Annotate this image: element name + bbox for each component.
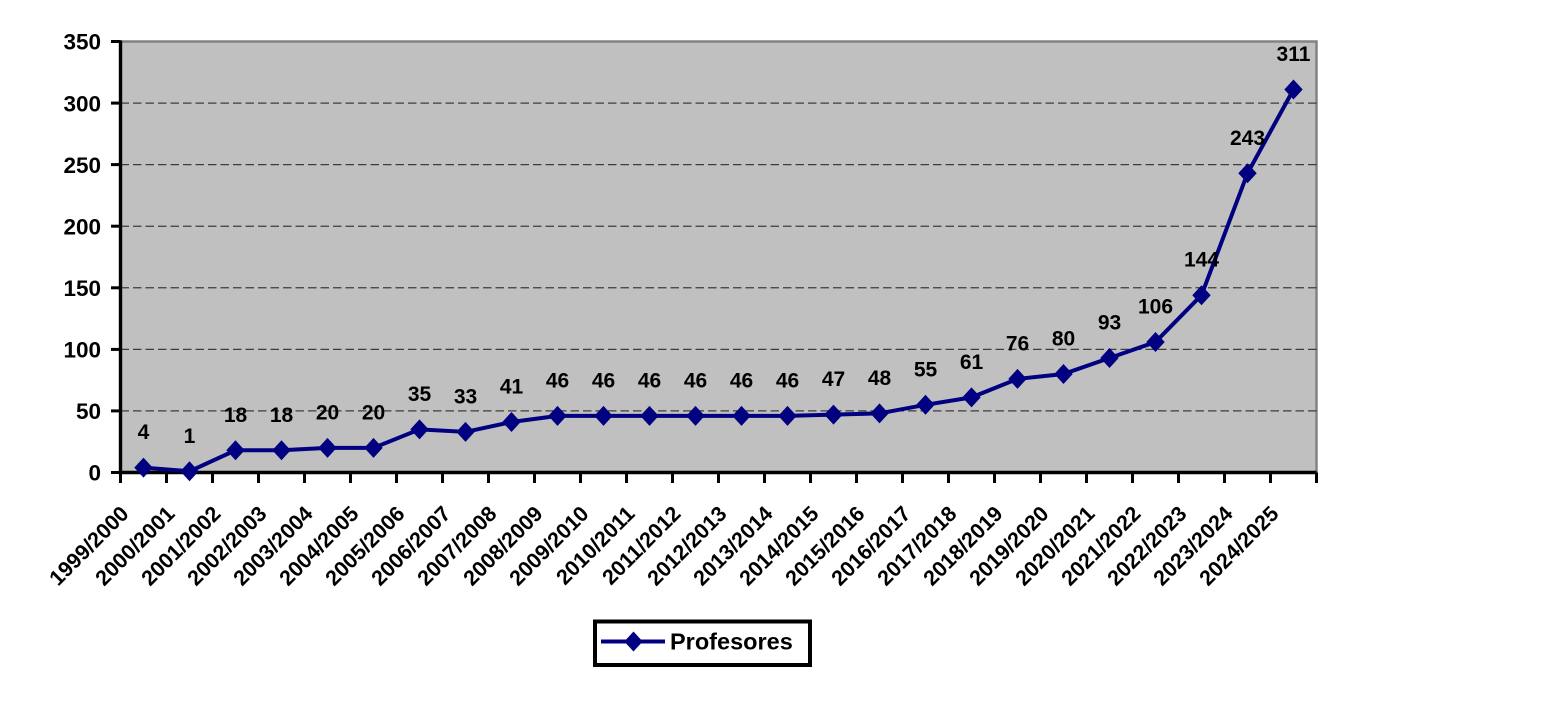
svg-text:48: 48 [868, 367, 892, 390]
svg-text:46: 46 [638, 369, 661, 392]
svg-text:47: 47 [822, 368, 845, 391]
svg-text:18: 18 [270, 404, 294, 427]
svg-text:243: 243 [1230, 127, 1265, 150]
svg-text:50: 50 [76, 399, 101, 424]
svg-text:350: 350 [63, 30, 101, 55]
svg-text:20: 20 [362, 401, 385, 424]
svg-text:46: 46 [776, 369, 799, 392]
svg-text:4: 4 [138, 421, 150, 444]
svg-text:150: 150 [63, 276, 101, 301]
svg-text:46: 46 [592, 369, 615, 392]
svg-text:76: 76 [1006, 332, 1029, 355]
svg-text:55: 55 [914, 358, 938, 381]
svg-text:93: 93 [1098, 312, 1121, 335]
svg-text:46: 46 [684, 369, 707, 392]
svg-text:46: 46 [730, 369, 753, 392]
svg-text:200: 200 [63, 214, 101, 239]
svg-text:35: 35 [408, 383, 432, 406]
svg-text:106: 106 [1138, 296, 1173, 319]
svg-text:Profesores: Profesores [670, 629, 793, 655]
svg-text:144: 144 [1184, 249, 1219, 272]
svg-text:18: 18 [224, 404, 248, 427]
svg-text:0: 0 [88, 461, 101, 486]
svg-text:33: 33 [454, 385, 477, 408]
svg-text:250: 250 [63, 153, 101, 178]
svg-text:311: 311 [1277, 43, 1311, 66]
svg-text:80: 80 [1052, 328, 1075, 351]
svg-text:1: 1 [184, 425, 196, 448]
svg-text:100: 100 [63, 338, 101, 363]
svg-text:61: 61 [960, 351, 984, 374]
svg-text:41: 41 [500, 376, 524, 399]
svg-text:46: 46 [546, 369, 569, 392]
svg-text:20: 20 [316, 401, 339, 424]
svg-text:300: 300 [63, 91, 101, 116]
